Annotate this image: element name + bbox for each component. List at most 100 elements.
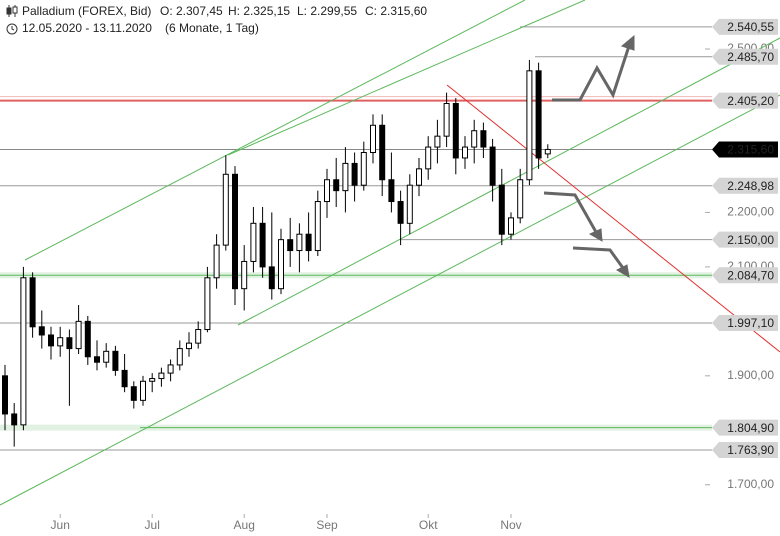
candle-body [406, 184, 413, 224]
candle-body [84, 320, 91, 358]
candle-body [149, 378, 156, 382]
x-tick-label: Aug [234, 518, 255, 532]
arrow-head [615, 264, 630, 278]
arrow-head [620, 34, 635, 51]
candle-body [379, 124, 386, 181]
candle-body [29, 277, 36, 328]
level-label-box [712, 419, 778, 436]
candle-body [186, 342, 192, 350]
level-label-box [712, 314, 778, 331]
arrow [552, 45, 631, 102]
candle-body [342, 162, 349, 192]
ohlc-high: H: 2.325,15 [228, 4, 290, 18]
candle-body [314, 201, 321, 252]
candle-body [517, 179, 524, 219]
level-labels: 2.540,55 2.485,70 2.405,20 2.315,60 2.248,98… [712, 18, 778, 458]
candle-body [268, 266, 275, 290]
candle-body [443, 102, 450, 137]
level-band [0, 424, 712, 431]
level-label: 2.405,20 [727, 94, 774, 108]
candle-body [213, 244, 220, 279]
candle-body [38, 326, 45, 336]
level-label: 2.540,55 [727, 20, 774, 34]
level-label: 2.485,70 [727, 50, 774, 64]
arrow [572, 246, 625, 269]
candle-body [480, 130, 487, 148]
candle-body [296, 233, 303, 252]
clock-icon [6, 23, 18, 35]
level-band [0, 272, 712, 279]
levels [0, 26, 712, 451]
candle-body [434, 135, 441, 148]
candle-body [2, 375, 8, 415]
candle-body [425, 146, 432, 170]
instrument: Palladium (FOREX, Bid) [22, 4, 151, 18]
candle-body [20, 277, 27, 426]
candle-body [204, 277, 211, 331]
candle-body [370, 124, 376, 154]
y-tick-label: 2.200,00 [727, 205, 774, 219]
downtrend-line [446, 84, 780, 353]
candle-icon [6, 5, 18, 17]
candle-body [195, 329, 202, 344]
candle-body [388, 179, 395, 203]
trend-lines [0, 0, 780, 506]
x-tick-label: Sep [316, 518, 338, 532]
level-label: 2.150,00 [727, 233, 774, 247]
level-label: 1.804,90 [727, 421, 774, 435]
candle-body [140, 380, 146, 401]
y-tick-label: 1.900,00 [727, 368, 774, 382]
candle-body [462, 146, 468, 159]
level-label: 1.763,90 [727, 443, 774, 457]
candle-body [278, 239, 284, 290]
candle-body [66, 337, 73, 350]
candle-body [471, 130, 478, 148]
candle-body [11, 413, 18, 426]
candle-body [75, 320, 82, 350]
level-label-box [712, 441, 778, 458]
level-label-box [712, 92, 778, 109]
candle-body [489, 146, 496, 186]
level-label: 2.248,98 [727, 179, 774, 193]
candle-body [158, 372, 165, 380]
candle-body [324, 179, 330, 203]
candle-body [57, 337, 64, 347]
ohlc-open: O: 2.307,45 [160, 4, 223, 18]
ohlc-close: C: 2.315,60 [365, 4, 427, 18]
candle-body [259, 222, 266, 268]
header-bg [0, 0, 440, 38]
level-label-box [712, 177, 778, 194]
candle-body [416, 168, 422, 186]
x-tick-label: Jun [51, 518, 70, 532]
candle-body [333, 179, 340, 192]
candles [2, 59, 551, 447]
channel-line [227, 0, 586, 156]
candle-body [94, 356, 100, 363]
x-axis: Jun Jul Aug Sep Okt Nov [51, 514, 522, 532]
candle-body [48, 334, 54, 347]
channel-line [24, 0, 526, 261]
candle-body [241, 260, 248, 290]
candle-body [526, 70, 533, 181]
candle-body [351, 162, 358, 186]
level-label: 2.084,70 [727, 268, 774, 282]
candle-body [498, 184, 505, 235]
candle-body [360, 152, 367, 186]
channel-line [237, 37, 780, 326]
level-label-box [712, 141, 778, 158]
x-tick-label: Jul [145, 518, 160, 532]
candle-body [544, 148, 551, 155]
x-tick-label: Okt [419, 518, 438, 532]
candle-body [287, 239, 294, 252]
candle-body [176, 348, 183, 366]
candle-body [130, 386, 137, 401]
candle-body [535, 70, 542, 159]
candle-body [508, 217, 514, 235]
clock-hand [11, 26, 15, 31]
y-tick-label: 1.700,00 [727, 477, 774, 491]
candle-body [103, 350, 110, 363]
candle-body [397, 201, 404, 224]
level-label: 2.315,60 [727, 143, 774, 157]
level-label: 1.997,10 [727, 316, 774, 330]
